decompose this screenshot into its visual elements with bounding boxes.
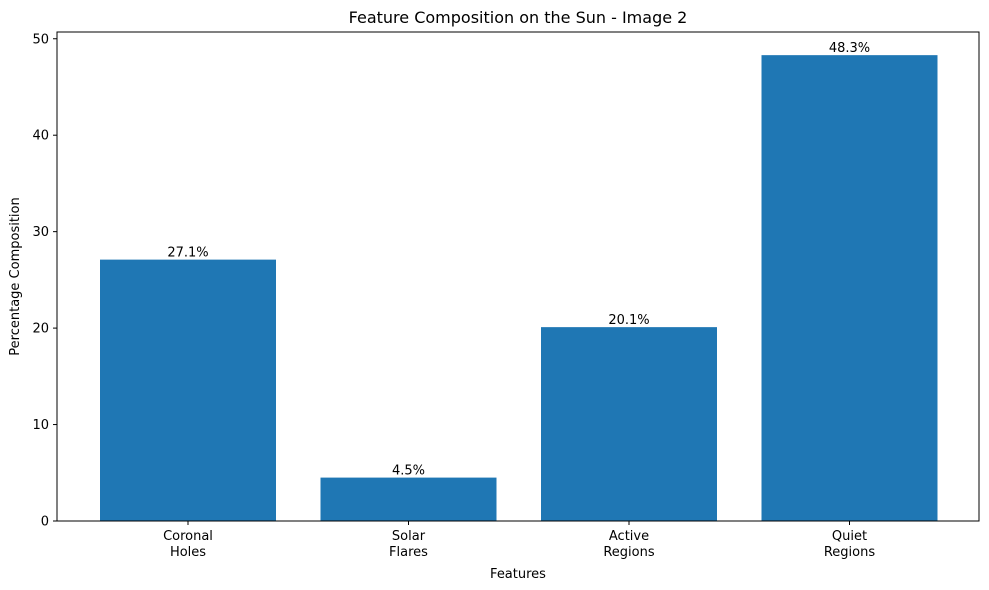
y-tick-label: 20 (32, 322, 49, 337)
x-tick-label: Active Regions (603, 529, 655, 560)
x-tick-label-line: Active (609, 529, 649, 544)
x-tick-label-line: Coronal (163, 529, 213, 544)
bar (541, 327, 717, 521)
bar-value-label: 20.1% (608, 313, 649, 328)
x-tick-label-line: Quiet (832, 529, 867, 544)
x-tick-label-line: Flares (389, 545, 428, 560)
y-tick-label: 0 (41, 515, 49, 530)
y-tick-label: 30 (32, 225, 49, 240)
y-axis-label: Percentage Composition (8, 197, 23, 355)
x-tick-label-line: Regions (603, 545, 655, 560)
bar-value-label: 48.3% (829, 41, 870, 56)
x-axis-label: Features (490, 567, 546, 582)
bars-group (100, 55, 938, 522)
data-labels-group: 27.1% 4.5% 20.1% 48.3% (167, 41, 870, 478)
x-tick-label: Coronal Holes (163, 529, 213, 560)
y-tick-label: 40 (32, 129, 49, 144)
x-tick-label-line: Solar (392, 529, 426, 544)
x-tick-label: Solar Flares (389, 529, 428, 560)
bar-value-label: 4.5% (392, 464, 425, 479)
y-tick-label: 50 (32, 32, 49, 47)
chart-title: Feature Composition on the Sun - Image 2 (349, 8, 688, 27)
bar (100, 259, 276, 521)
y-tick-label: 10 (32, 418, 49, 433)
plot-frame (56, 31, 980, 522)
x-tick-label-line: Holes (170, 545, 206, 560)
x-tick-label-line: Regions (824, 545, 876, 560)
bar-value-label: 27.1% (167, 246, 208, 261)
x-tick-label: Quiet Regions (824, 529, 876, 560)
bar (761, 55, 938, 522)
y-axis: 0 10 20 30 40 50 (32, 32, 57, 530)
bar (320, 477, 497, 521)
